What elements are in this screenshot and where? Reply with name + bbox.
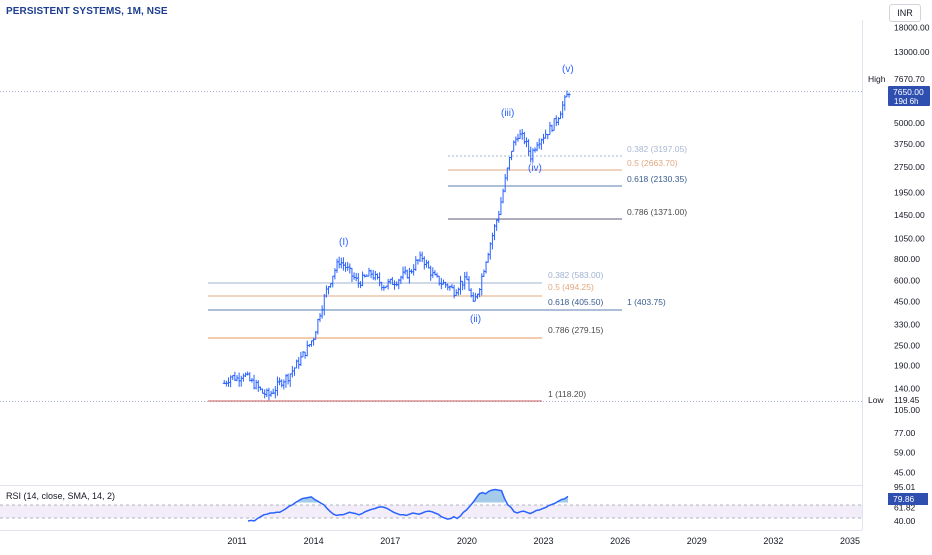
- rsi-overbought-fill: [472, 489, 505, 503]
- rsi-tick-label: 95.01: [894, 482, 916, 492]
- wave-label-v: (v): [562, 64, 574, 75]
- fib-set-1: 0.382 (583.00) 0.5 (494.25) 0.618 (405.5…: [208, 270, 666, 402]
- price-tick-label: 59.00: [894, 448, 916, 458]
- high-label: High: [868, 74, 886, 84]
- time-tick-label: 2023: [533, 536, 553, 546]
- time-tick-label: 2032: [763, 536, 783, 546]
- fib1-0618-label: 0.618 (405.50): [548, 297, 603, 307]
- last-price-value: 7650.00: [893, 87, 924, 97]
- rsi-current-tag: 79.86: [888, 493, 928, 505]
- time-tick-label: 2017: [380, 536, 400, 546]
- price-tick-label: 330.00: [894, 320, 920, 330]
- price-tick-label: 140.00: [894, 383, 920, 393]
- rsi-line: [247, 488, 569, 522]
- low-tag: Low 119.45: [868, 395, 920, 405]
- price-tick-label: 250.00: [894, 340, 920, 350]
- price-tick-label: 600.00: [894, 275, 920, 285]
- symbol-title[interactable]: PERSISTENT SYSTEMS, 1M, NSE: [6, 6, 168, 17]
- price-tick-label: 77.00: [894, 428, 916, 438]
- price-tick-label: 18000.00: [894, 23, 930, 33]
- price-tick-label: 105.00: [894, 405, 920, 415]
- wave-label-iii: (iii): [501, 108, 514, 119]
- low-label: Low: [868, 395, 884, 405]
- wave-label-ii: (ii): [470, 314, 481, 325]
- wave-label-iv: (iv): [528, 163, 542, 174]
- time-axis[interactable]: 2011 2014 2017 2020 2023 2026 2029 2032 2035: [0, 530, 862, 547]
- price-tick-label: 45.00: [894, 468, 916, 478]
- price-tick-label: 1050.00: [894, 234, 925, 244]
- rsi-indicator-label[interactable]: RSI (14, close, SMA, 14, 2): [6, 491, 116, 501]
- fib1-0382-label: 0.382 (583.00): [548, 270, 603, 280]
- price-tick-label: 800.00: [894, 254, 920, 264]
- rsi-tick-label: 61.82: [894, 503, 916, 513]
- fib2-0618-label: 0.618 (2130.35): [627, 174, 687, 184]
- fib1-05-label: 0.5 (494.25): [548, 282, 594, 292]
- rsi-current-value: 79.86: [893, 494, 915, 504]
- fib1-1-right-label: 1 (403.75): [627, 297, 666, 307]
- time-tick-label: 2035: [840, 536, 860, 546]
- price-tick-label: 13000.00: [894, 47, 930, 57]
- price-bars: [222, 90, 571, 401]
- fib1-0786-label: 0.786 (279.15): [548, 325, 603, 335]
- rsi-tick-label: 40.00: [894, 516, 916, 526]
- price-tick-label: 190.00: [894, 361, 920, 371]
- wave-label-i: (I): [339, 237, 348, 248]
- price-tick-label: 5000.00: [894, 118, 925, 128]
- price-tick-label: 3750.00: [894, 139, 925, 149]
- fib2-0786-label: 0.786 (1371.00): [627, 207, 687, 217]
- price-tick-label: 2750.00: [894, 162, 925, 172]
- price-tick-label: 1950.00: [894, 188, 925, 198]
- fib-set-2: 0.382 (3197.05) 0.5 (2663.70) 0.618 (213…: [448, 144, 687, 220]
- last-price-countdown: 19d 6h: [894, 97, 918, 106]
- low-value: 119.45: [894, 395, 920, 405]
- time-tick-label: 2026: [610, 536, 630, 546]
- high-tag: High 7670.70: [868, 74, 925, 84]
- high-value: 7670.70: [894, 74, 925, 84]
- fib2-05-label: 0.5 (2663.70): [627, 158, 678, 168]
- last-price-tag: 7650.00 19d 6h: [888, 86, 930, 106]
- ohlc-bar: [567, 92, 571, 98]
- price-tick-label: 1450.00: [894, 210, 925, 220]
- time-tick-label: 2014: [304, 536, 324, 546]
- currency-button[interactable]: INR: [889, 4, 921, 22]
- fib1-1-label: 1 (118.20): [548, 389, 586, 399]
- time-tick-label: 2029: [687, 536, 707, 546]
- fib2-0382-label: 0.382 (3197.05): [627, 144, 687, 154]
- time-tick-label: 2011: [227, 536, 246, 546]
- price-tick-label: 450.00: [894, 297, 920, 307]
- time-tick-label: 2020: [457, 536, 477, 546]
- wave-labels: (I) (ii) (iii) (iv) (v): [339, 64, 574, 325]
